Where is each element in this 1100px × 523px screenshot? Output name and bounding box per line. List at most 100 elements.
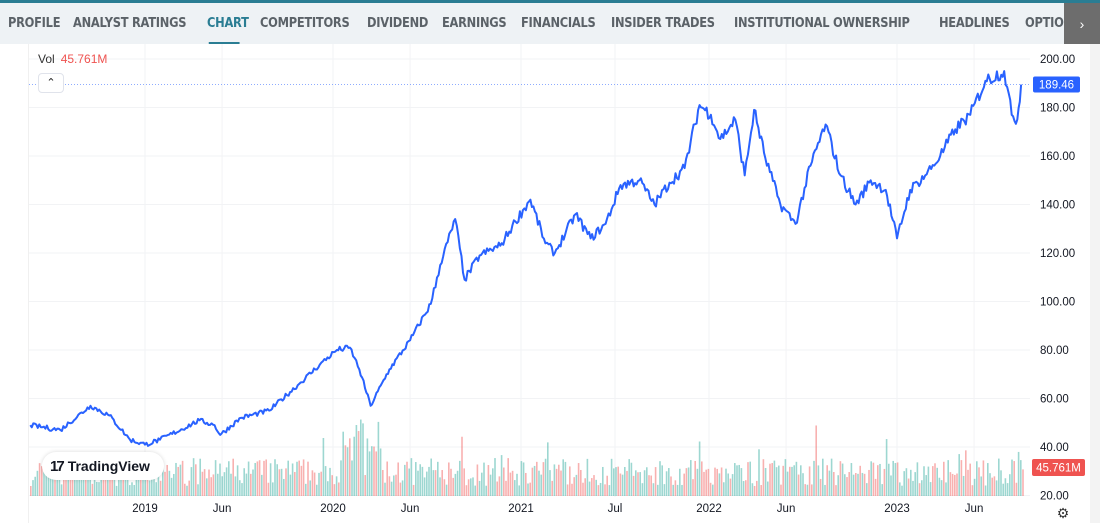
tab-dividend[interactable]: DIVIDEND — [366, 16, 429, 31]
volume-bar — [624, 467, 626, 496]
volume-bar — [811, 484, 813, 496]
volume-bar — [646, 467, 648, 496]
volume-bar — [668, 468, 670, 496]
volume-bar — [683, 473, 685, 496]
volume-bar — [63, 471, 65, 496]
volume-bar — [553, 464, 556, 496]
volume-bar — [137, 474, 140, 496]
tab-chart[interactable]: CHART — [207, 16, 249, 44]
volume-bar — [921, 480, 923, 496]
volume-bar — [650, 475, 652, 496]
volume-bar — [124, 470, 127, 496]
volume-bar — [395, 474, 397, 496]
volume-bar — [998, 458, 1000, 496]
volume-bar — [707, 468, 710, 496]
volume-bar — [542, 462, 545, 496]
volume-bar — [822, 458, 824, 496]
volume-bar — [527, 483, 529, 496]
volume-bar — [203, 469, 206, 496]
volume-bar — [597, 485, 600, 496]
volume-bar — [703, 471, 705, 496]
volume-bar — [877, 465, 879, 496]
volume-bar — [32, 480, 34, 496]
volume-bar — [679, 468, 681, 496]
volume-bar — [582, 482, 584, 496]
settings-gear-icon[interactable]: ⚙ — [1056, 505, 1070, 521]
last-price-badge — [1033, 76, 1080, 93]
volume-bar — [978, 467, 980, 496]
volume-bar — [929, 482, 932, 496]
volume-bar — [71, 478, 74, 496]
volume-bar — [353, 436, 355, 496]
volume-bar — [485, 485, 487, 496]
volume-bar — [720, 467, 723, 496]
volume-bar — [868, 469, 870, 496]
volume-bar — [844, 474, 846, 496]
chevron-right-icon[interactable]: › — [1064, 3, 1100, 44]
volume-bar — [426, 471, 428, 496]
volume-bar — [38, 463, 41, 496]
volume-bar — [155, 482, 157, 496]
volume-bar — [296, 461, 298, 496]
volume-bar — [729, 478, 732, 496]
volume-bar — [388, 476, 391, 496]
tab-analyst-ratings[interactable]: ANALYST RATINGS — [72, 16, 187, 31]
volume-bar — [872, 462, 875, 496]
volume-bar — [465, 485, 468, 496]
volume-bar — [190, 467, 193, 496]
volume-bar — [593, 475, 595, 496]
tab-competitors[interactable]: COMPETITORS — [259, 16, 350, 31]
volume-bar — [894, 463, 897, 496]
volume-bar — [731, 474, 734, 496]
volume-bar — [377, 421, 380, 496]
tab-earnings[interactable]: EARNINGS — [441, 16, 507, 31]
tab-institutional-ownership[interactable]: INSTITUTIONAL OWNERSHIP — [734, 16, 910, 31]
volume-bar — [615, 467, 617, 496]
volume-bar — [595, 479, 597, 496]
volume-bar — [177, 466, 179, 496]
volume-bar — [912, 480, 914, 496]
tab-profile[interactable]: PROFILE — [8, 16, 61, 31]
volume-bar — [159, 480, 162, 496]
volume-bar — [122, 478, 124, 496]
volume-bar — [399, 482, 402, 496]
volume-bar — [725, 468, 727, 496]
volume-bar — [540, 474, 542, 496]
tab-options-chain[interactable]: OPTIONS CHAIN — [1024, 16, 1064, 31]
volume-bar — [327, 481, 329, 496]
y-tick-label: 20.00 — [1040, 491, 1069, 503]
tab-insider-trades[interactable]: INSIDER TRADES — [610, 16, 715, 31]
volume-bar — [879, 463, 881, 496]
volume-bar — [795, 461, 798, 496]
y-tick-label: 40.00 — [1040, 442, 1069, 454]
tab-financials[interactable]: FINANCIALS — [520, 16, 596, 31]
volume-bar — [938, 477, 941, 496]
volume-bar — [302, 459, 305, 496]
left-margin — [0, 44, 29, 523]
volume-bar — [973, 478, 976, 496]
volume-bar — [142, 474, 144, 496]
volume-bar — [450, 468, 452, 496]
volume-bar — [813, 460, 815, 496]
volume-bar — [663, 484, 666, 496]
volume-bar — [1006, 483, 1009, 496]
chevron-up-icon[interactable]: ⌃ — [38, 73, 64, 93]
volume-bar — [749, 461, 751, 496]
volume-bar — [346, 447, 349, 496]
volume-bar — [544, 458, 547, 496]
volume-bar — [727, 473, 729, 496]
tab-headlines[interactable]: HEADLINES — [939, 16, 1010, 31]
tradingview-logo[interactable]: 17 TradingView — [42, 452, 164, 480]
volume-bar — [782, 465, 784, 496]
y-tick-label: 180.00 — [1040, 103, 1075, 115]
volume-bar — [393, 475, 395, 496]
volume-bar — [1022, 469, 1024, 496]
x-tick-label: Jun — [965, 503, 984, 515]
tradingview-logo-text: TradingView — [67, 458, 150, 474]
volume-bar — [850, 463, 853, 496]
volume-bar — [428, 466, 430, 496]
volume-bar — [742, 481, 745, 496]
section-tabs: PROFILE ANALYST RATINGS CHART COMPETITORS DI… — [0, 3, 1064, 44]
volume-bar — [507, 458, 509, 496]
